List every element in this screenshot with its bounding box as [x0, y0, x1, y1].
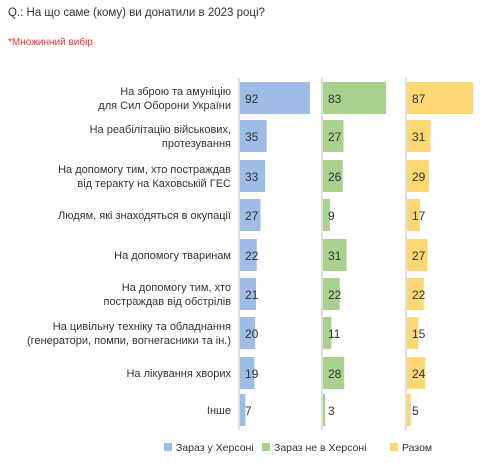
legend-label-series-1: Зараз у Херсоні	[176, 442, 254, 454]
bar-series-3-row-9	[407, 394, 411, 426]
bar-series-1-row-8	[240, 357, 255, 389]
bar-series-1-row-6	[240, 278, 256, 310]
data-label-series-2-row-3: 26	[328, 170, 342, 184]
bar-series-3-row-3	[407, 160, 430, 192]
data-label-series-1-row-5: 22	[245, 249, 259, 263]
category-label-3: На допомогу тим, хто постраждав	[58, 164, 231, 176]
category-label-5: На допомогу тваринам	[114, 250, 231, 262]
legend-label-series-3: Разом	[402, 442, 432, 454]
bar-series-3-row-2	[407, 120, 431, 152]
data-label-series-3-row-3: 29	[412, 170, 426, 184]
data-label-series-2-row-4: 9	[328, 209, 335, 223]
data-label-series-3-row-1: 87	[412, 92, 426, 106]
category-label-6: постраждав від обстрілів	[103, 296, 231, 308]
data-label-series-2-row-2: 27	[328, 130, 342, 144]
legend-label-series-2: Зараз не в Херсоні	[274, 442, 367, 454]
data-label-series-2-row-9: 3	[328, 404, 335, 418]
bar-series-3-row-1	[407, 82, 474, 114]
bar-series-2-row-3	[323, 160, 343, 192]
bar-series-3-row-5	[407, 239, 428, 271]
bar-series-1-row-9	[240, 394, 246, 426]
bar-series-1-row-5	[240, 239, 257, 271]
data-label-series-3-row-8: 24	[412, 367, 426, 381]
data-label-series-3-row-2: 31	[412, 130, 426, 144]
bar-series-1-row-2	[240, 120, 267, 152]
legend-swatch-series-2	[262, 443, 270, 451]
data-label-series-2-row-8: 28	[328, 367, 342, 381]
bar-series-2-row-2	[323, 120, 344, 152]
category-label-7: (генератори, помпи, вогнегасники та ін.)	[27, 335, 231, 347]
data-label-series-1-row-2: 35	[245, 130, 259, 144]
category-label-1: для Сил Оборони України	[98, 100, 231, 112]
data-label-series-2-row-7: 11	[328, 327, 341, 341]
multiple-choice-note: *Множинний вибір	[8, 37, 93, 48]
bar-series-3-row-7	[407, 317, 419, 349]
bar-series-3-row-6	[407, 278, 424, 310]
data-label-series-1-row-4: 27	[245, 209, 259, 223]
data-label-series-3-row-9: 5	[412, 404, 419, 418]
data-label-series-2-row-5: 31	[328, 249, 342, 263]
data-label-series-1-row-8: 19	[245, 367, 259, 381]
category-label-7: На цивільну техніку та обладнання	[53, 321, 231, 333]
bar-series-3-row-8	[407, 357, 426, 389]
bar-series-2-row-5	[323, 239, 347, 271]
data-label-series-1-row-1: 92	[245, 92, 259, 106]
data-label-series-2-row-1: 83	[328, 92, 342, 106]
bar-series-1-row-3	[240, 160, 266, 192]
bar-series-1-row-1	[240, 82, 310, 114]
data-label-series-1-row-7: 20	[245, 327, 259, 341]
bar-series-1-row-4	[240, 199, 261, 231]
bar-series-2-row-4	[323, 199, 330, 231]
data-label-series-2-row-6: 22	[328, 288, 342, 302]
bar-series-2-row-1	[323, 82, 387, 114]
category-label-8: На лікування хворих	[126, 368, 231, 380]
data-label-series-3-row-7: 15	[412, 327, 426, 341]
category-label-1: На зброю та амуніцію	[120, 86, 231, 98]
category-label-3: від теракту на Каховській ГЕС	[77, 178, 231, 190]
bar-series-2-row-9	[323, 394, 326, 426]
data-label-series-3-row-4: 17	[412, 209, 426, 223]
legend-swatch-series-3	[390, 443, 398, 451]
category-label-2: На реабілітацію військових,	[90, 124, 231, 136]
bar-series-2-row-6	[323, 278, 340, 310]
category-label-2: протезування	[162, 138, 231, 150]
data-label-series-1-row-3: 33	[245, 170, 259, 184]
data-label-series-3-row-5: 27	[412, 249, 426, 263]
category-label-4: Людям, які знаходяться в окупації	[58, 210, 231, 222]
question-title: Q.: На що саме (кому) ви донатили в 2023…	[8, 7, 265, 19]
category-label-9: Інше	[207, 405, 231, 417]
data-label-series-3-row-6: 22	[412, 288, 426, 302]
bar-series-2-row-7	[323, 317, 332, 349]
data-label-series-1-row-6: 21	[245, 288, 259, 302]
category-label-6: На допомогу тим, хто	[122, 282, 231, 294]
legend-swatch-series-1	[164, 443, 172, 451]
bar-series-1-row-7	[240, 317, 256, 349]
data-label-series-1-row-9: 7	[245, 404, 252, 418]
bar-series-3-row-4	[407, 199, 420, 231]
bar-series-2-row-8	[323, 357, 345, 389]
